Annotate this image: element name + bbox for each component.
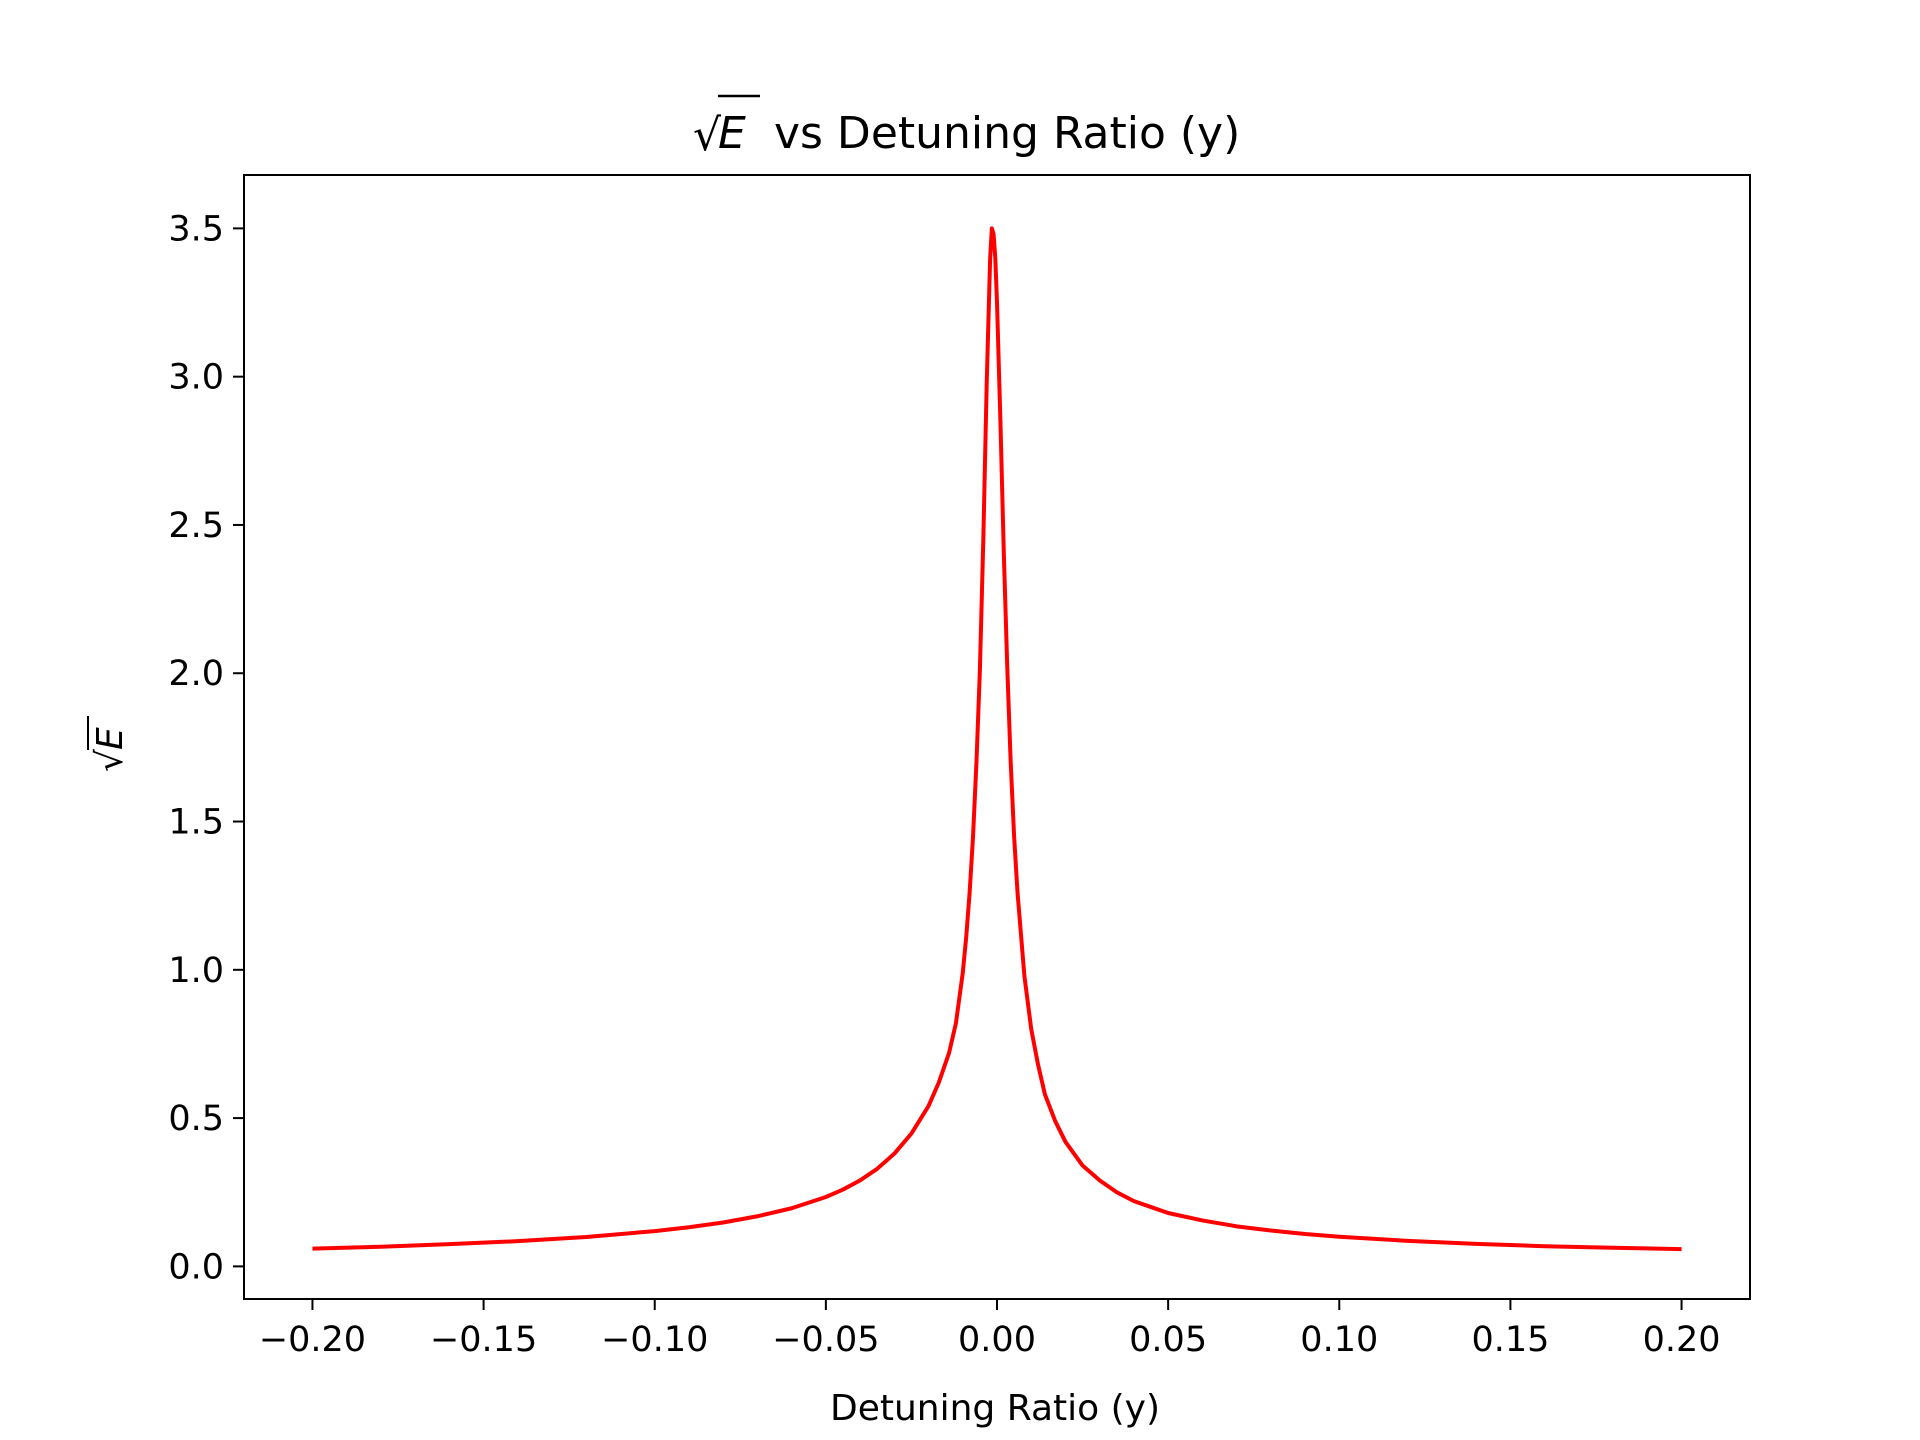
y-tick-label: 0.0 bbox=[168, 1247, 224, 1287]
x-tick-label: −0.15 bbox=[430, 1320, 537, 1360]
x-tick-label: −0.20 bbox=[259, 1320, 366, 1360]
y-tick-label: 1.5 bbox=[168, 803, 224, 843]
y-tick-label: 3.0 bbox=[168, 358, 224, 398]
x-tick-label: 0.20 bbox=[1643, 1320, 1721, 1360]
y-tick-label: 3.5 bbox=[168, 209, 224, 249]
y-tick-label: 1.0 bbox=[168, 951, 224, 991]
series-line bbox=[312, 226, 1682, 1252]
y-tick-label: 0.5 bbox=[168, 1099, 224, 1139]
plot-area-frame bbox=[243, 174, 1751, 1300]
chart-title: √ E vs Detuning Ratio (y) bbox=[693, 94, 1240, 161]
y-axis-label: √ E bbox=[87, 716, 131, 772]
y-label-radicand: E bbox=[90, 727, 131, 750]
x-axis-label: Detuning Ratio (y) bbox=[830, 1388, 1160, 1429]
x-tick-label: 0.00 bbox=[958, 1320, 1036, 1360]
x-tick-label: 0.15 bbox=[1471, 1320, 1549, 1360]
x-tick-label: −0.05 bbox=[772, 1320, 879, 1360]
x-tick-label: 0.05 bbox=[1129, 1320, 1207, 1360]
y-label-radical-sign: √ bbox=[90, 749, 131, 772]
y-tick-label: 2.5 bbox=[168, 506, 224, 546]
x-tick-label: 0.10 bbox=[1300, 1320, 1378, 1360]
title-radical-sign: √ bbox=[693, 110, 722, 161]
x-tick-label: −0.10 bbox=[601, 1320, 708, 1360]
x-axis-ticks: −0.20 −0.15 −0.10 −0.05 0.00 0.05 0.10 0.15 0.20 bbox=[259, 1299, 1721, 1360]
y-tick-label: 2.0 bbox=[168, 654, 224, 694]
y-axis-ticks: 0.0 0.5 1.0 1.5 2.0 2.5 3.0 3.5 bbox=[168, 209, 244, 1287]
title-radicand: E bbox=[718, 108, 746, 159]
title-text: vs Detuning Ratio (y) bbox=[760, 108, 1240, 159]
